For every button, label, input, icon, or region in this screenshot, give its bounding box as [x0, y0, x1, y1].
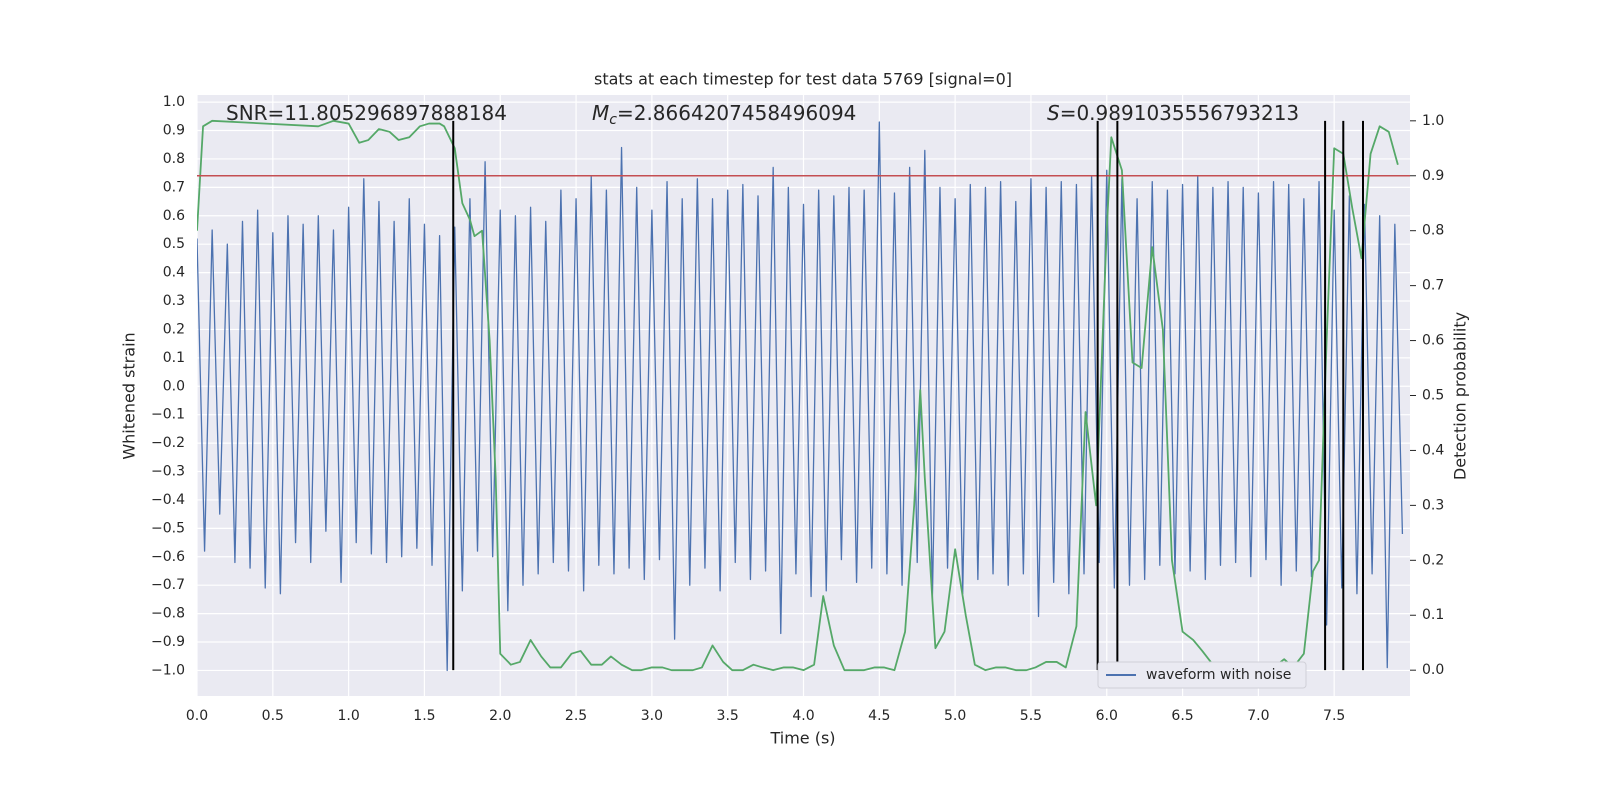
y2-tick-label: 0.3 — [1422, 497, 1444, 513]
y-tick-label: −0.5 — [151, 520, 185, 536]
marks — [197, 119, 1410, 672]
y-tick-label: 0.9 — [163, 123, 185, 139]
x-tick-label: 3.0 — [641, 708, 663, 724]
x-tick-label: 0.5 — [262, 708, 284, 724]
y-tick-label: 0.6 — [163, 208, 185, 224]
y-axis-label: Whitened strain — [120, 332, 139, 459]
y-tick-label: 0.2 — [163, 321, 185, 337]
y2-tick-label: 0.8 — [1422, 223, 1444, 239]
y2-tick-label: 0.6 — [1422, 333, 1444, 349]
y-tick-label: 0.5 — [163, 236, 185, 252]
x-tick-label: 2.0 — [489, 708, 511, 724]
y-tick-label: 1.0 — [163, 94, 185, 110]
y2-axis-label: Detection probability — [1451, 312, 1470, 480]
grid — [196, 95, 1410, 696]
y-tick-label: 0.4 — [163, 265, 185, 281]
y-tick-label: −0.3 — [151, 464, 185, 480]
x-tick-label: 4.0 — [792, 708, 814, 724]
annotation-text: SNR=11.805296897888184 — [226, 101, 507, 125]
annotation: SNR=11.805296897888184 — [226, 101, 507, 125]
x-tick-label: 5.5 — [1020, 708, 1042, 724]
annotation-symbol: M — [592, 101, 609, 125]
y2-tick-label: 0.0 — [1422, 662, 1444, 678]
x-tick-label: 2.5 — [565, 708, 587, 724]
x-tick-label: 6.0 — [1096, 708, 1118, 724]
y-tick-label: −0.2 — [151, 435, 185, 451]
y-tick-label: 0.0 — [163, 378, 185, 394]
y2-tick-label: 0.2 — [1422, 552, 1444, 568]
x-tick-label: 1.5 — [413, 708, 435, 724]
y-tick-label: 0.1 — [163, 350, 185, 366]
y-tick-label: −1.0 — [151, 662, 185, 678]
y-tick-label: −0.9 — [151, 634, 185, 650]
y2-tick-label: 0.7 — [1422, 278, 1444, 294]
y-tick-label: −0.6 — [151, 549, 185, 565]
legend-label: waveform with noise — [1146, 667, 1291, 683]
annotation-text: =2.8664207458496094 — [617, 101, 856, 125]
annotation-subscript: c — [609, 112, 617, 128]
y2-tick-label: 0.9 — [1422, 168, 1444, 184]
y2-tick-label: 0.4 — [1422, 442, 1444, 458]
y-tick-label: −0.7 — [151, 577, 185, 593]
annotation-symbol: S — [1047, 101, 1060, 125]
y-tick-label: −0.1 — [151, 407, 185, 423]
legend-box — [1097, 661, 1307, 689]
y-tick-label: 0.8 — [163, 151, 185, 167]
x-tick-label: 5.0 — [944, 708, 966, 724]
annotation: Mc=2.8664207458496094 — [592, 101, 856, 129]
y-tick-label: −0.4 — [151, 492, 185, 508]
x-tick-label: 3.5 — [717, 708, 739, 724]
x-tick-label: 7.0 — [1247, 708, 1269, 724]
annotation-text: =0.9891035556793213 — [1060, 101, 1299, 125]
y-tick-label: 0.3 — [163, 293, 185, 309]
x-tick-label: 7.5 — [1323, 708, 1345, 724]
x-tick-label: 6.5 — [1171, 708, 1193, 724]
x-tick-label: 1.0 — [337, 708, 359, 724]
y2-tick-label: 1.0 — [1422, 113, 1444, 129]
series-line — [197, 121, 1404, 672]
chart-title: stats at each timestep for test data 576… — [594, 70, 1012, 89]
y-tick-label: 0.7 — [163, 179, 185, 195]
x-tick-label: 0.0 — [186, 708, 208, 724]
x-tick-label: 4.5 — [868, 708, 890, 724]
y2-tick-label: 0.1 — [1422, 607, 1444, 623]
labels: 0.0 0.5 1.0 1.5 2.0 2.5 3.0 3.5 4.0 4.5 5.0 5.5 6.0 6… — [151, 94, 1444, 724]
x-axis-label: Time (s) — [769, 729, 835, 748]
y-tick-label: −0.8 — [151, 606, 185, 622]
annotation: S=0.9891035556793213 — [1047, 101, 1299, 125]
y2-tick-label: 0.5 — [1422, 388, 1444, 404]
